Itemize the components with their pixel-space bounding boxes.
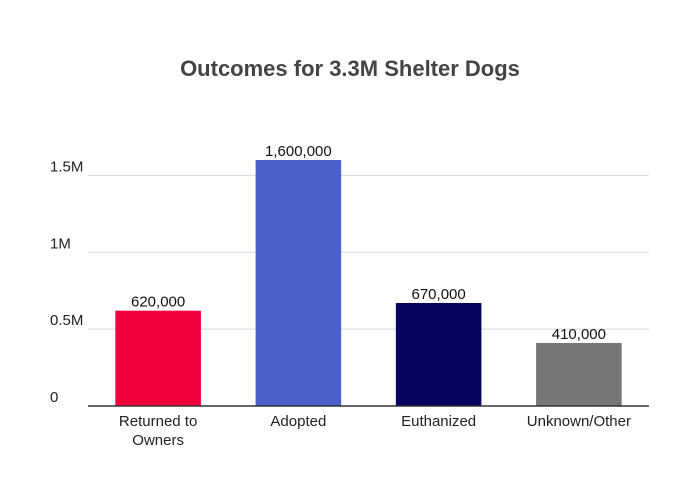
- bar: [115, 310, 201, 406]
- y-tick-label: 1M: [50, 235, 71, 252]
- data-label: 620,000: [131, 294, 185, 311]
- bar: [255, 160, 342, 406]
- data-label: 1,600,000: [265, 143, 332, 160]
- bar: [395, 302, 482, 406]
- y-tick-label: 0: [50, 389, 58, 406]
- y-tick-label: 0.5M: [50, 312, 83, 329]
- data-labels: 620,000 1,600,000 670,000 410,000: [131, 143, 606, 343]
- bar: [536, 342, 622, 406]
- x-tick-label: Adopted: [270, 413, 326, 430]
- y-axis-ticks: 0 0.5M 1M 1.5M: [50, 158, 83, 406]
- chart-title: Outcomes for 3.3M Shelter Dogs: [180, 56, 520, 81]
- x-tick-label: Euthanized: [401, 413, 476, 430]
- data-label: 670,000: [412, 286, 466, 303]
- x-tick-label: Returned to Owners: [119, 413, 197, 449]
- data-label: 410,000: [552, 326, 606, 343]
- bars: [115, 160, 622, 406]
- y-tick-label: 1.5M: [50, 158, 83, 175]
- x-axis-ticks: Returned to Owners Adopted Euthanized Unknow…: [119, 413, 631, 449]
- x-tick-label: Unknown/Other: [527, 413, 631, 430]
